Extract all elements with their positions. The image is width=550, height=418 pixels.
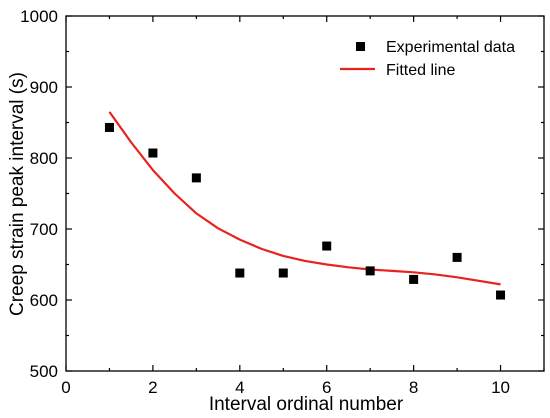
y-tick-label: 900 <box>30 78 58 97</box>
legend-label-experimental: Experimental data <box>386 39 515 56</box>
fitted-line <box>108 111 501 286</box>
legend-marker-experimental <box>356 42 365 51</box>
y-tick-label: 1000 <box>20 7 58 26</box>
y-tick-label: 700 <box>30 220 58 239</box>
data-point <box>191 173 201 183</box>
data-point <box>496 290 506 300</box>
x-tick-label: 6 <box>322 378 331 397</box>
data-point <box>235 268 245 278</box>
x-tick-label: 4 <box>235 378 244 397</box>
legend-label-fitted: Fitted line <box>386 62 455 79</box>
data-point <box>148 148 158 158</box>
axes <box>65 15 545 372</box>
y-tick-label: 600 <box>30 291 58 310</box>
x-tick-label: 2 <box>148 378 157 397</box>
data-point <box>278 268 288 278</box>
data-layer <box>104 111 506 300</box>
x-tick-label: 0 <box>61 378 70 397</box>
data-point <box>365 266 375 276</box>
plot-frame <box>65 15 545 372</box>
x-axis-title: Interval ordinal number <box>209 394 404 415</box>
x-tick-label: 8 <box>409 378 418 397</box>
data-point <box>452 252 462 262</box>
y-tick-label: 800 <box>30 149 58 168</box>
ticks: 0 2 4 6 8 10 500 600 700 800 900 1000 <box>20 7 545 397</box>
legend: Experimental data Fitted line <box>340 39 515 79</box>
data-point <box>322 241 332 251</box>
x-tick-label: 10 <box>491 378 510 397</box>
y-axis-title: Creep strain peak interval (s) <box>7 72 28 316</box>
y-tick-label: 500 <box>30 362 58 381</box>
data-point <box>104 122 114 132</box>
data-point <box>409 274 419 284</box>
